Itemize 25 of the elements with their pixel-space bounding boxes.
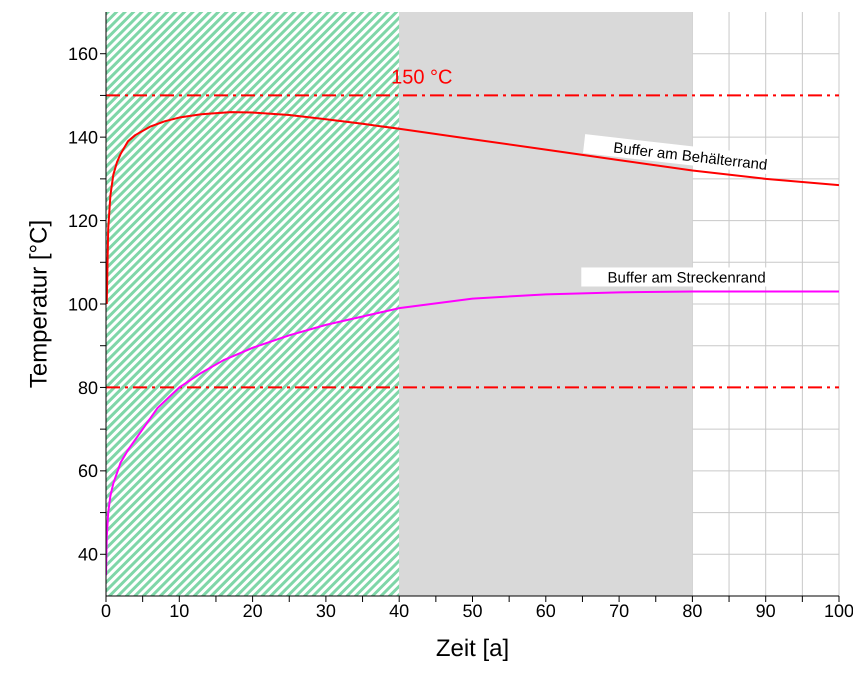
x-tick-label: 100 bbox=[824, 600, 854, 621]
series-label: Buffer am Streckenrand bbox=[608, 269, 766, 286]
x-tick-label: 0 bbox=[100, 600, 112, 621]
line-series bbox=[106, 290, 839, 576]
y-tick-label: 140 bbox=[68, 128, 98, 148]
x-tick-label: 90 bbox=[756, 600, 776, 621]
x-tick-label: 50 bbox=[462, 600, 483, 621]
y-tick-label: 60 bbox=[78, 461, 98, 482]
x-tick-label: 30 bbox=[316, 600, 336, 621]
y-tick-label: 160 bbox=[68, 44, 98, 64]
x-tick-label: 40 bbox=[389, 600, 410, 621]
text: Buffer am Behälterrand bbox=[612, 139, 768, 174]
y-tick-label: 120 bbox=[68, 210, 98, 231]
x-tick-label: 60 bbox=[536, 600, 556, 621]
x-axis-title: Zeit [a] bbox=[436, 635, 510, 662]
y-tick-label: 80 bbox=[78, 378, 98, 398]
y-tick-label: 40 bbox=[78, 544, 98, 565]
y-axis-title: Temperatur [°C] bbox=[26, 220, 53, 388]
ref-line-label: 150 °C bbox=[391, 66, 452, 88]
x-tick-label: 80 bbox=[682, 600, 702, 621]
line-series bbox=[106, 111, 839, 305]
y-tick-label: 100 bbox=[68, 294, 98, 314]
x-tick-label: 70 bbox=[609, 600, 630, 621]
x-tick-label: 20 bbox=[242, 600, 263, 621]
x-tick-label: 10 bbox=[169, 600, 190, 621]
